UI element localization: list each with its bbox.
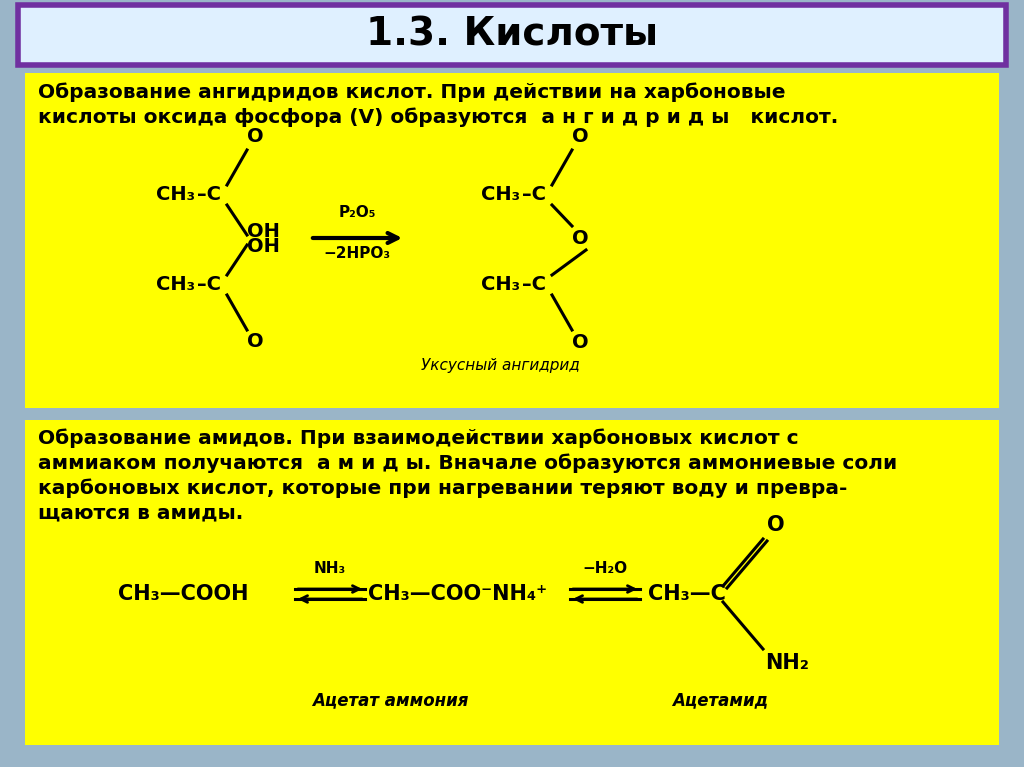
Text: O: O: [572, 229, 589, 248]
Text: CH₃: CH₃: [481, 275, 520, 295]
Text: CH₃—C: CH₃—C: [648, 584, 726, 604]
Text: Образование амидов. При взаимодействии харбоновых кислот с: Образование амидов. При взаимодействии х…: [38, 428, 799, 448]
Text: CH₃—COOH: CH₃—COOH: [118, 584, 249, 604]
Text: CH₃—COO⁻NH₄⁺: CH₃—COO⁻NH₄⁺: [368, 584, 547, 604]
Text: карбоновых кислот, которые при нагревании теряют воду и превра-: карбоновых кислот, которые при нагревани…: [38, 478, 848, 498]
Text: –C: –C: [197, 275, 221, 295]
Text: Ацетамид: Ацетамид: [672, 691, 768, 709]
Text: щаются в амиды.: щаются в амиды.: [38, 503, 244, 522]
Text: O: O: [247, 127, 263, 146]
Text: Уксусный ангидрид: Уксусный ангидрид: [421, 358, 580, 373]
Text: CH₃: CH₃: [481, 186, 520, 205]
Text: OH: OH: [247, 237, 280, 256]
Text: CH₃: CH₃: [156, 275, 195, 295]
Text: −H₂O: −H₂O: [583, 561, 628, 576]
Bar: [18, 5, 1006, 65]
Text: O: O: [767, 515, 784, 535]
Text: OH: OH: [247, 222, 280, 241]
Text: 1.3. Кислоты: 1.3. Кислоты: [366, 16, 658, 54]
Text: CH₃: CH₃: [156, 186, 195, 205]
Text: O: O: [572, 127, 589, 146]
Text: Ацетат аммония: Ацетат аммония: [312, 691, 468, 709]
Text: аммиаком получаются  а м и д ы. Вначале образуются аммониевые соли: аммиаком получаются а м и д ы. Вначале о…: [38, 453, 897, 472]
Text: NH₂: NH₂: [765, 653, 809, 673]
Text: P₂O₅: P₂O₅: [338, 205, 376, 220]
Text: –C: –C: [197, 186, 221, 205]
Text: кислоты оксида фосфора (V) образуются  а н г и д р и д ы   кислот.: кислоты оксида фосфора (V) образуются а …: [38, 107, 839, 127]
Bar: [25, 73, 999, 408]
Text: –C: –C: [522, 275, 546, 295]
Text: O: O: [247, 332, 263, 351]
Text: −2HPO₃: −2HPO₃: [324, 246, 390, 261]
Text: O: O: [572, 333, 589, 352]
Text: Образование ангидридов кислот. При действии на харбоновые: Образование ангидридов кислот. При дейст…: [38, 82, 785, 101]
Bar: [25, 420, 999, 745]
Text: –C: –C: [522, 186, 546, 205]
Text: NH₃: NH₃: [314, 561, 346, 576]
